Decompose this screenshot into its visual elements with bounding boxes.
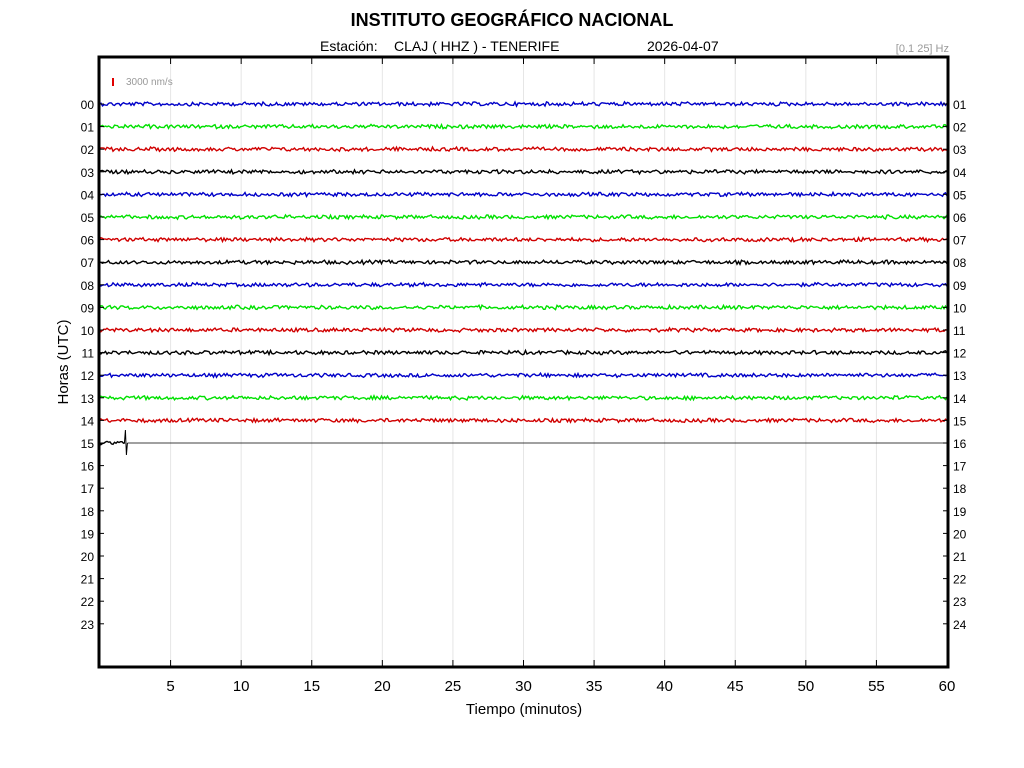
y-tick-label-right: 24 xyxy=(953,618,967,632)
y-tick-label-right: 13 xyxy=(953,369,967,383)
y-tick-label-left: 13 xyxy=(81,392,95,406)
y-tick-label-left: 04 xyxy=(81,188,95,202)
x-tick-label: 55 xyxy=(868,678,885,695)
trace-hour-6 xyxy=(99,235,948,244)
trace-hour-1 xyxy=(99,122,948,130)
amplitude-scale-bar xyxy=(112,78,114,86)
station-label: Estación: xyxy=(320,38,378,54)
y-tick-label-right: 16 xyxy=(953,437,967,451)
x-tick-label: 30 xyxy=(515,678,532,695)
trace-hour-8 xyxy=(99,281,948,288)
y-tick-label-right: 14 xyxy=(953,392,967,406)
y-tick-label-left: 10 xyxy=(81,324,95,338)
plot-frame xyxy=(97,55,950,669)
x-axis-title: Tiempo (minutos) xyxy=(466,701,582,718)
y-tick-label-right: 23 xyxy=(953,595,967,609)
grid-lines xyxy=(170,58,877,666)
trace-hour-7 xyxy=(99,258,948,266)
trace-hour-3 xyxy=(99,168,948,176)
amplitude-scale-label: 3000 nm/s xyxy=(126,77,173,88)
x-tick-label: 35 xyxy=(586,678,603,695)
y-tick-label-left: 09 xyxy=(81,301,95,315)
y-tick-label-left: 06 xyxy=(81,234,95,248)
trace-hour-5 xyxy=(99,213,948,221)
chart-title: INSTITUTO GEOGRÁFICO NACIONAL xyxy=(350,10,674,30)
y-tick-label-right: 04 xyxy=(953,166,967,180)
x-tick-label: 60 xyxy=(939,678,956,695)
y-tick-label-left: 03 xyxy=(81,166,95,180)
trace-hour-12 xyxy=(99,371,948,379)
trace-hour-9 xyxy=(99,303,948,311)
y-tick-label-right: 18 xyxy=(953,482,967,496)
trace-hour-4 xyxy=(99,190,948,198)
y-tick-label-right: 17 xyxy=(953,460,967,474)
axis-ticks xyxy=(100,58,948,666)
y-axis-title: Horas (UTC) xyxy=(55,319,72,404)
y-tick-label-left: 15 xyxy=(81,437,95,451)
y-tick-label-right: 08 xyxy=(953,256,967,270)
y-tick-label-left: 01 xyxy=(81,121,95,135)
x-tick-label: 20 xyxy=(374,678,391,695)
date-label: 2026-04-07 xyxy=(647,38,719,54)
y-tick-label-right: 03 xyxy=(953,143,967,157)
y-tick-label-right: 05 xyxy=(953,188,967,202)
y-tick-label-left: 18 xyxy=(81,505,95,519)
y-tick-label-right: 22 xyxy=(953,573,967,587)
y-tick-label-right: 19 xyxy=(953,505,967,519)
y-tick-label-right: 11 xyxy=(953,324,966,338)
y-tick-label-left: 14 xyxy=(81,414,95,428)
trace-hour-13 xyxy=(99,394,948,402)
y-tick-label-left: 22 xyxy=(81,595,95,609)
y-tick-label-right: 10 xyxy=(953,301,967,315)
y-tick-label-left: 11 xyxy=(82,347,95,361)
y-tick-label-right: 02 xyxy=(953,121,967,135)
y-tick-label-left: 16 xyxy=(81,460,95,474)
y-tick-label-left: 00 xyxy=(81,98,95,112)
trace-hour-0 xyxy=(99,100,948,108)
y-tick-label-left: 02 xyxy=(81,143,95,157)
y-tick-label-left: 12 xyxy=(81,369,95,383)
trace-hour-11 xyxy=(99,348,948,357)
trace-hour-2 xyxy=(99,145,948,153)
y-tick-label-right: 12 xyxy=(953,347,967,361)
x-tick-label: 40 xyxy=(656,678,673,695)
x-tick-label: 10 xyxy=(233,678,250,695)
y-tick-label-right: 07 xyxy=(953,234,967,248)
x-tick-label: 5 xyxy=(166,678,174,695)
x-tick-label: 45 xyxy=(727,678,744,695)
x-tick-label: 50 xyxy=(797,678,814,695)
y-tick-label-left: 23 xyxy=(81,618,95,632)
y-tick-label-right: 20 xyxy=(953,527,967,541)
station-name: CLAJ ( HHZ ) - TENERIFE xyxy=(394,38,560,54)
y-tick-label-left: 07 xyxy=(81,256,95,270)
trace-hour-14 xyxy=(99,416,948,424)
x-tick-label: 15 xyxy=(303,678,320,695)
axis-labels: 5 10 15 20 25 30 35 40 45 50 55 60 00 01 02 03 04 05 06 07 0… xyxy=(81,98,967,695)
seismic-traces xyxy=(99,100,948,456)
trace-hour-10 xyxy=(99,326,948,334)
frequency-band: [0.1 25] Hz xyxy=(895,43,949,55)
x-tick-label: 25 xyxy=(445,678,462,695)
y-tick-label-left: 19 xyxy=(81,527,95,541)
y-tick-label-left: 05 xyxy=(81,211,95,225)
y-tick-label-left: 20 xyxy=(81,550,95,564)
y-tick-label-right: 15 xyxy=(953,414,967,428)
y-tick-label-left: 17 xyxy=(81,482,95,496)
event-spike xyxy=(123,429,128,456)
y-tick-label-right: 21 xyxy=(953,550,967,564)
y-tick-label-left: 21 xyxy=(81,573,95,587)
y-tick-label-right: 06 xyxy=(953,211,967,225)
y-tick-label-right: 09 xyxy=(953,279,967,293)
y-tick-label-left: 08 xyxy=(81,279,95,293)
y-tick-label-right: 01 xyxy=(953,98,967,112)
